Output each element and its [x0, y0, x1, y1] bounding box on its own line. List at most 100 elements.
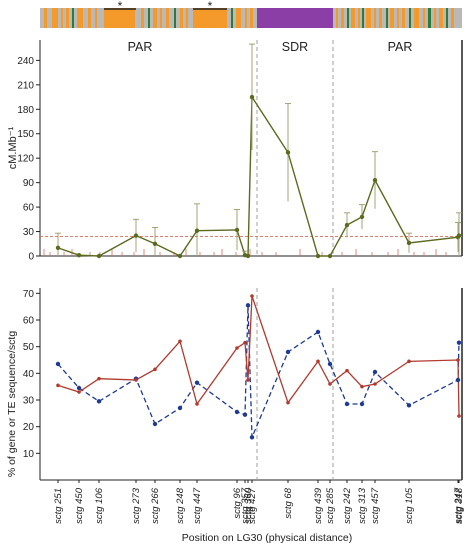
- x-tick-label: sctg 266: [150, 487, 161, 524]
- rate-point: [245, 253, 251, 259]
- x-tick-label: sctg 450: [74, 487, 85, 524]
- rate-point: [372, 177, 378, 183]
- bar-stripe: [174, 8, 176, 28]
- y-tick-label: 180: [17, 105, 34, 116]
- bar-stripe: [61, 8, 63, 28]
- bar-stripe: [88, 8, 91, 28]
- chromosome-bar: * *: [40, 0, 462, 28]
- gene-point: [153, 367, 157, 372]
- te-point: [406, 403, 412, 408]
- gene-point: [250, 294, 254, 298]
- x-tick-label: sctg 247: [453, 487, 464, 524]
- y-tick-label: 20: [23, 422, 35, 433]
- y-tick-label: 240: [17, 56, 34, 67]
- x-tick-label: sctg 96: [232, 487, 243, 518]
- y-tick-label: 90: [23, 178, 35, 189]
- rate-point: [315, 253, 321, 259]
- te-point: [315, 329, 321, 335]
- region-label: SDR: [282, 40, 308, 54]
- te-point: [327, 361, 333, 367]
- te-point: [456, 340, 462, 345]
- bar-stripe: [160, 8, 162, 28]
- gene-point: [328, 382, 332, 386]
- x-tick-label: sctg 68: [283, 487, 294, 518]
- x-tick-label: sctg 285: [325, 487, 336, 524]
- te-point: [194, 380, 200, 385]
- significance-star: *: [208, 0, 213, 13]
- rate-series-line: [57, 94, 460, 257]
- te-point: [359, 401, 365, 407]
- y-axis-title: % of gene or TE sequence/sctg: [6, 331, 18, 477]
- recombination-panel: 0 30 60 90 120 150 180 210 240 cM.Mb⁻¹ PAR SDR PAR: [7, 40, 463, 263]
- x-tick-label: sctg 273: [131, 487, 142, 524]
- bar-stripe: [414, 8, 419, 28]
- bar-stripe: [245, 8, 247, 28]
- bar-stripe: [428, 8, 431, 28]
- y-tick-label: 50: [23, 342, 35, 353]
- x-tick-label: sctg 242: [342, 487, 353, 524]
- bar-stripe: [52, 8, 58, 28]
- te-point: [177, 405, 183, 411]
- bar-stripe: [362, 8, 364, 28]
- rate-point: [327, 253, 333, 259]
- x-tick-label: sctg 318: [454, 487, 465, 524]
- te-point: [344, 401, 350, 407]
- te-point: [372, 369, 378, 375]
- bar-stripe: [336, 8, 338, 28]
- bar-stripe: [180, 8, 183, 28]
- bar-stripe: [341, 8, 344, 28]
- rate-point: [406, 240, 412, 246]
- rate-point: [96, 253, 102, 259]
- bar-stripe: [44, 8, 47, 28]
- gene-point: [235, 346, 239, 350]
- te-point: [245, 303, 251, 308]
- y-tick-label: 40: [23, 369, 35, 380]
- y-tick-label: 120: [17, 154, 34, 165]
- y-tick-label: 210: [17, 80, 34, 91]
- rate-point: [359, 214, 365, 220]
- bar-stripe: [250, 8, 253, 28]
- bar-stripe: [77, 8, 83, 28]
- te-point: [249, 435, 255, 440]
- gene-point: [246, 378, 250, 382]
- gene-point: [316, 359, 320, 364]
- bar-stripe: [141, 8, 144, 28]
- x-tick-label: sctg 357: [240, 487, 251, 524]
- x-axis-title: Position on LG30 (physical distance): [182, 532, 352, 544]
- rate-point: [249, 94, 255, 100]
- bar-stripe: [409, 8, 411, 28]
- gene-point: [345, 368, 349, 373]
- gene-point: [56, 383, 60, 388]
- rate-point: [285, 150, 291, 155]
- rate-point: [76, 252, 82, 258]
- gene-point: [195, 402, 199, 406]
- gene-te-panel: 10 20 30 40 50 60 70 % of gene or TE sequence/s…: [6, 288, 465, 524]
- bar-stripe: [379, 8, 382, 28]
- bar-stripe: [351, 8, 355, 28]
- x-tick-label: sctg 447: [192, 487, 203, 524]
- bar-stripe: [193, 8, 227, 28]
- x-tick-label: sctg 457: [370, 487, 381, 524]
- bar-stripe: [423, 8, 425, 28]
- bar-stripe: [72, 8, 74, 28]
- gene-point: [178, 339, 182, 344]
- rate-point: [55, 245, 61, 251]
- te-point: [242, 412, 248, 417]
- bar-stripe: [153, 8, 157, 28]
- gene-point: [77, 390, 81, 394]
- bar-stripe: [386, 8, 388, 28]
- y-tick-label: 60: [23, 203, 35, 214]
- x-tick-label: sctg 313: [357, 487, 368, 524]
- rate-point: [152, 241, 158, 246]
- y-tick-label: 150: [17, 129, 34, 140]
- bar-stripe: [236, 8, 241, 28]
- rate-point: [194, 228, 200, 233]
- te-point: [96, 399, 102, 404]
- gene-point: [286, 400, 290, 405]
- x-tick-label: sctg 105: [404, 487, 415, 524]
- y-axis-title: cM.Mb⁻¹: [7, 126, 19, 169]
- x-tick-label: sctg 427: [247, 487, 258, 524]
- y-tick-label: 30: [23, 227, 35, 238]
- te-series-line: [57, 305, 460, 438]
- bar-stripe: [148, 8, 150, 28]
